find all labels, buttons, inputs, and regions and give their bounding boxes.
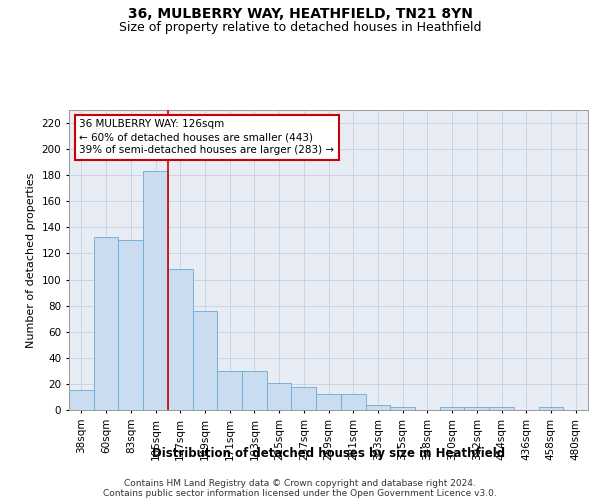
Bar	[193, 311, 217, 410]
Bar	[341, 394, 365, 410]
Bar	[489, 408, 514, 410]
Bar	[69, 390, 94, 410]
Bar	[118, 240, 143, 410]
Text: Contains HM Land Registry data © Crown copyright and database right 2024.: Contains HM Land Registry data © Crown c…	[124, 478, 476, 488]
Bar	[365, 405, 390, 410]
Text: 36 MULBERRY WAY: 126sqm
← 60% of detached houses are smaller (443)
39% of semi-d: 36 MULBERRY WAY: 126sqm ← 60% of detache…	[79, 119, 335, 156]
Bar	[316, 394, 341, 410]
Bar	[267, 382, 292, 410]
Bar	[94, 236, 118, 410]
Bar	[539, 408, 563, 410]
Y-axis label: Number of detached properties: Number of detached properties	[26, 172, 36, 348]
Bar	[143, 172, 168, 410]
Bar	[292, 386, 316, 410]
Text: Size of property relative to detached houses in Heathfield: Size of property relative to detached ho…	[119, 21, 481, 34]
Text: Distribution of detached houses by size in Heathfield: Distribution of detached houses by size …	[152, 448, 505, 460]
Bar	[464, 408, 489, 410]
Text: 36, MULBERRY WAY, HEATHFIELD, TN21 8YN: 36, MULBERRY WAY, HEATHFIELD, TN21 8YN	[128, 8, 472, 22]
Bar	[217, 371, 242, 410]
Bar	[242, 371, 267, 410]
Bar	[390, 408, 415, 410]
Bar	[168, 269, 193, 410]
Text: Contains public sector information licensed under the Open Government Licence v3: Contains public sector information licen…	[103, 488, 497, 498]
Bar	[440, 408, 464, 410]
